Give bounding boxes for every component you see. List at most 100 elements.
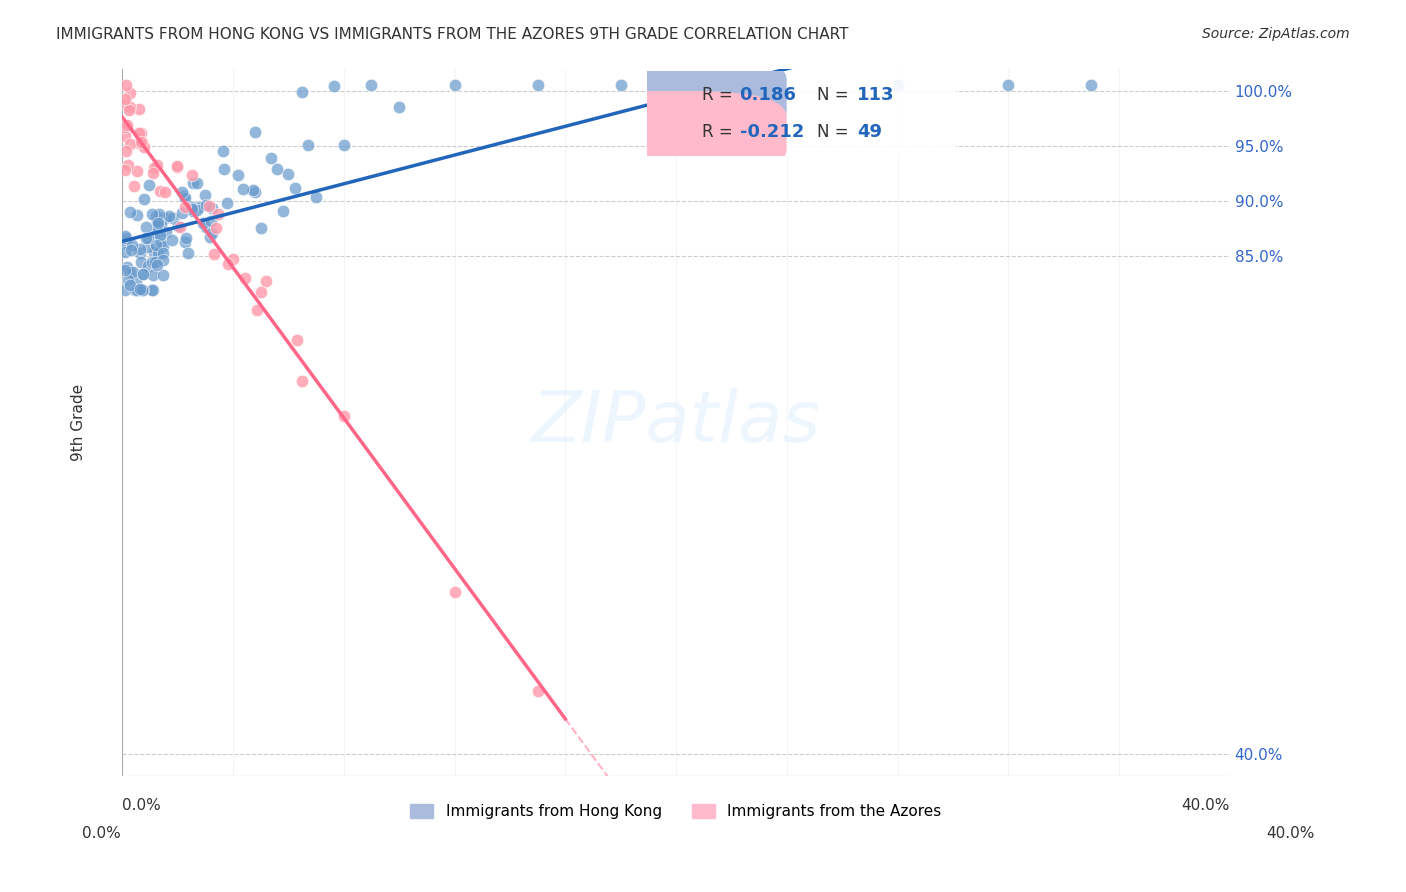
Text: 113: 113 [858, 87, 894, 104]
Point [173, 191, 195, 205]
Point [143, 255, 166, 269]
Point [141, 283, 163, 297]
Point [114, 263, 136, 277]
Point [129, 282, 152, 296]
Point [142, 283, 165, 297]
Point [266, 161, 288, 176]
Point [114, 245, 136, 260]
Point [127, 283, 149, 297]
Point [141, 255, 163, 269]
Point [146, 215, 169, 229]
Point [245, 185, 267, 199]
Point [125, 209, 148, 223]
Point [152, 239, 174, 253]
Point [118, 137, 141, 152]
Point [181, 204, 204, 219]
Point [177, 246, 200, 260]
Text: 40.0%: 40.0% [1267, 827, 1315, 841]
Point [132, 283, 155, 297]
Point [128, 102, 150, 116]
Point [129, 126, 152, 140]
Point [291, 374, 314, 388]
Point [200, 230, 222, 244]
Point [117, 273, 139, 287]
Point [114, 120, 136, 134]
Point [152, 268, 174, 282]
Point [132, 192, 155, 206]
Point [114, 283, 136, 297]
Point [128, 136, 150, 150]
Point [114, 228, 136, 243]
Point [997, 78, 1019, 92]
Point [117, 158, 139, 172]
Point [115, 118, 138, 132]
Point [186, 203, 208, 218]
Point [170, 205, 193, 219]
Point [202, 247, 225, 261]
Point [215, 195, 238, 210]
Point [142, 166, 165, 180]
Point [166, 160, 188, 174]
Text: ZIPatlas: ZIPatlas [531, 388, 821, 457]
Point [153, 211, 176, 226]
Point [360, 78, 382, 92]
Text: 9th Grade: 9th Grade [70, 384, 86, 461]
Point [152, 245, 174, 260]
Point [129, 242, 152, 256]
Point [136, 231, 159, 245]
Text: 0.0%: 0.0% [122, 798, 162, 814]
Point [122, 264, 145, 278]
Text: N =: N = [817, 87, 848, 104]
Point [124, 283, 146, 297]
Point [124, 272, 146, 286]
Point [181, 202, 204, 216]
Point [322, 79, 344, 94]
Point [194, 188, 217, 202]
Point [180, 200, 202, 214]
Point [291, 85, 314, 99]
Point [115, 144, 138, 158]
Point [115, 231, 138, 245]
Point [120, 265, 142, 279]
Text: 49: 49 [858, 123, 882, 141]
Point [232, 182, 254, 196]
Point [118, 103, 141, 117]
Point [120, 244, 142, 258]
Point [114, 97, 136, 112]
Point [259, 152, 281, 166]
Point [201, 201, 224, 215]
Point [135, 220, 157, 235]
Point [193, 216, 215, 230]
Point [186, 176, 208, 190]
Legend: Immigrants from Hong Kong, Immigrants from the Azores: Immigrants from Hong Kong, Immigrants fr… [405, 797, 948, 825]
Point [160, 233, 183, 247]
Point [129, 254, 152, 268]
Point [132, 267, 155, 281]
Point [149, 184, 172, 198]
Point [242, 183, 264, 197]
Point [129, 135, 152, 149]
Point [155, 225, 177, 239]
Point [200, 226, 222, 240]
Point [115, 260, 138, 274]
Point [132, 140, 155, 154]
Point [114, 163, 136, 178]
Text: N =: N = [817, 123, 848, 141]
Point [207, 207, 229, 221]
Point [526, 78, 548, 92]
Point [149, 235, 172, 249]
Point [170, 186, 193, 200]
Point [120, 277, 142, 292]
Point [145, 158, 167, 172]
Point [136, 259, 159, 273]
Point [128, 126, 150, 140]
FancyBboxPatch shape [564, 54, 786, 137]
Point [174, 235, 197, 250]
Point [114, 118, 136, 132]
Point [443, 78, 465, 92]
Point [183, 176, 205, 190]
Point [146, 219, 169, 234]
Point [145, 258, 167, 272]
Point [214, 161, 236, 176]
Point [254, 274, 277, 288]
